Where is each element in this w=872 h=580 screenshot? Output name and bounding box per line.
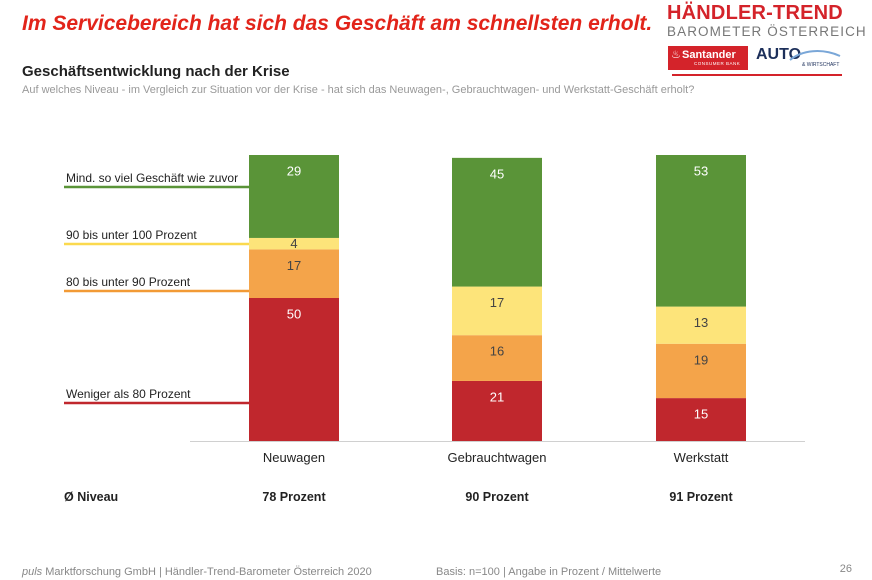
legend-entry: 90 bis unter 100 Prozent	[66, 228, 197, 242]
chart-title: Geschäftsentwicklung nach der Krise	[22, 63, 290, 80]
footer-company: puls	[22, 566, 43, 578]
footer-source-text: Marktforschung GmbH | Händler-Trend-Baro…	[42, 566, 372, 578]
data-label: 50	[287, 307, 301, 322]
category-label: Werkstatt	[674, 450, 729, 465]
santander-name: Santander	[682, 49, 736, 61]
chart-question: Auf welches Niveau - im Vergleich zur Si…	[22, 84, 695, 96]
data-label: 53	[694, 164, 708, 179]
headline: Im Servicebereich hat sich das Geschäft …	[22, 12, 653, 35]
data-label: 13	[694, 315, 708, 330]
data-label: 17	[490, 295, 504, 310]
auto-sub: & WIRTSCHAFT	[802, 62, 840, 68]
data-label: 17	[287, 258, 301, 273]
brand-title: HÄNDLER-TREND	[667, 2, 843, 24]
data-label: 4	[290, 236, 297, 251]
auto-wirtschaft-logo: AUTO & WIRTSCHAFT	[756, 46, 842, 70]
footer-basis: Basis: n=100 | Angabe in Prozent / Mitte…	[436, 566, 662, 578]
bar-segment-neuwagen-2	[249, 237, 339, 250]
brand-subtitle: BAROMETER ÖSTERREICH	[667, 24, 867, 39]
data-label: 16	[490, 344, 504, 359]
brand-divider	[672, 74, 842, 76]
bar-segment-neuwagen-1	[249, 249, 339, 298]
auto-text: AUTO	[756, 46, 802, 63]
data-label: 19	[694, 352, 708, 367]
average-value: 90 Prozent	[465, 490, 529, 504]
bar-segment-neuwagen-0	[249, 298, 339, 441]
bar-segment-gebrauchtwagen-3	[452, 157, 542, 287]
category-label: Gebrauchtwagen	[447, 450, 546, 465]
average-value: 78 Prozent	[262, 490, 326, 504]
average-row-label: Ø Niveau	[64, 490, 118, 504]
santander-logo: ♨ Santander CONSUMER BANK	[668, 46, 748, 70]
stacked-bar-chart: 50 17 4 29 Neuwagen 78 Prozent 21 16 17 45 Gebrauc…	[64, 155, 805, 504]
legend-entry: Weniger als 80 Prozent	[66, 387, 191, 401]
santander-sub: CONSUMER BANK	[694, 61, 741, 66]
partner-logos: ♨ Santander CONSUMER BANK AUTO & WIRTSCH…	[668, 46, 842, 70]
legend-entry: 80 bis unter 90 Prozent	[66, 275, 191, 289]
bar-segment-gebrauchtwagen-1	[452, 335, 542, 381]
bar-segment-werkstatt-0	[656, 398, 746, 441]
page-number: 26	[839, 563, 852, 575]
data-label: 15	[694, 407, 708, 422]
brand-block: HÄNDLER-TREND BAROMETER ÖSTERREICH	[667, 2, 867, 40]
bar-segment-werkstatt-3	[656, 155, 746, 307]
data-label: 29	[287, 164, 301, 179]
category-label: Neuwagen	[263, 450, 325, 465]
legend-entry: Mind. so viel Geschäft wie zuvor	[66, 171, 238, 185]
swoosh-icon	[789, 50, 841, 61]
average-value: 91 Prozent	[669, 490, 733, 504]
footer-source: puls Marktforschung GmbH | Händler-Trend…	[22, 566, 372, 578]
bar-segment-gebrauchtwagen-0	[452, 380, 542, 441]
bar-segment-werkstatt-1	[656, 343, 746, 399]
data-label: 45	[490, 166, 504, 181]
bar-segment-gebrauchtwagen-2	[452, 286, 542, 336]
bar-segment-werkstatt-2	[656, 306, 746, 344]
data-label: 21	[490, 389, 504, 404]
bar-segment-neuwagen-3	[249, 155, 339, 238]
flame-icon: ♨	[671, 49, 681, 61]
